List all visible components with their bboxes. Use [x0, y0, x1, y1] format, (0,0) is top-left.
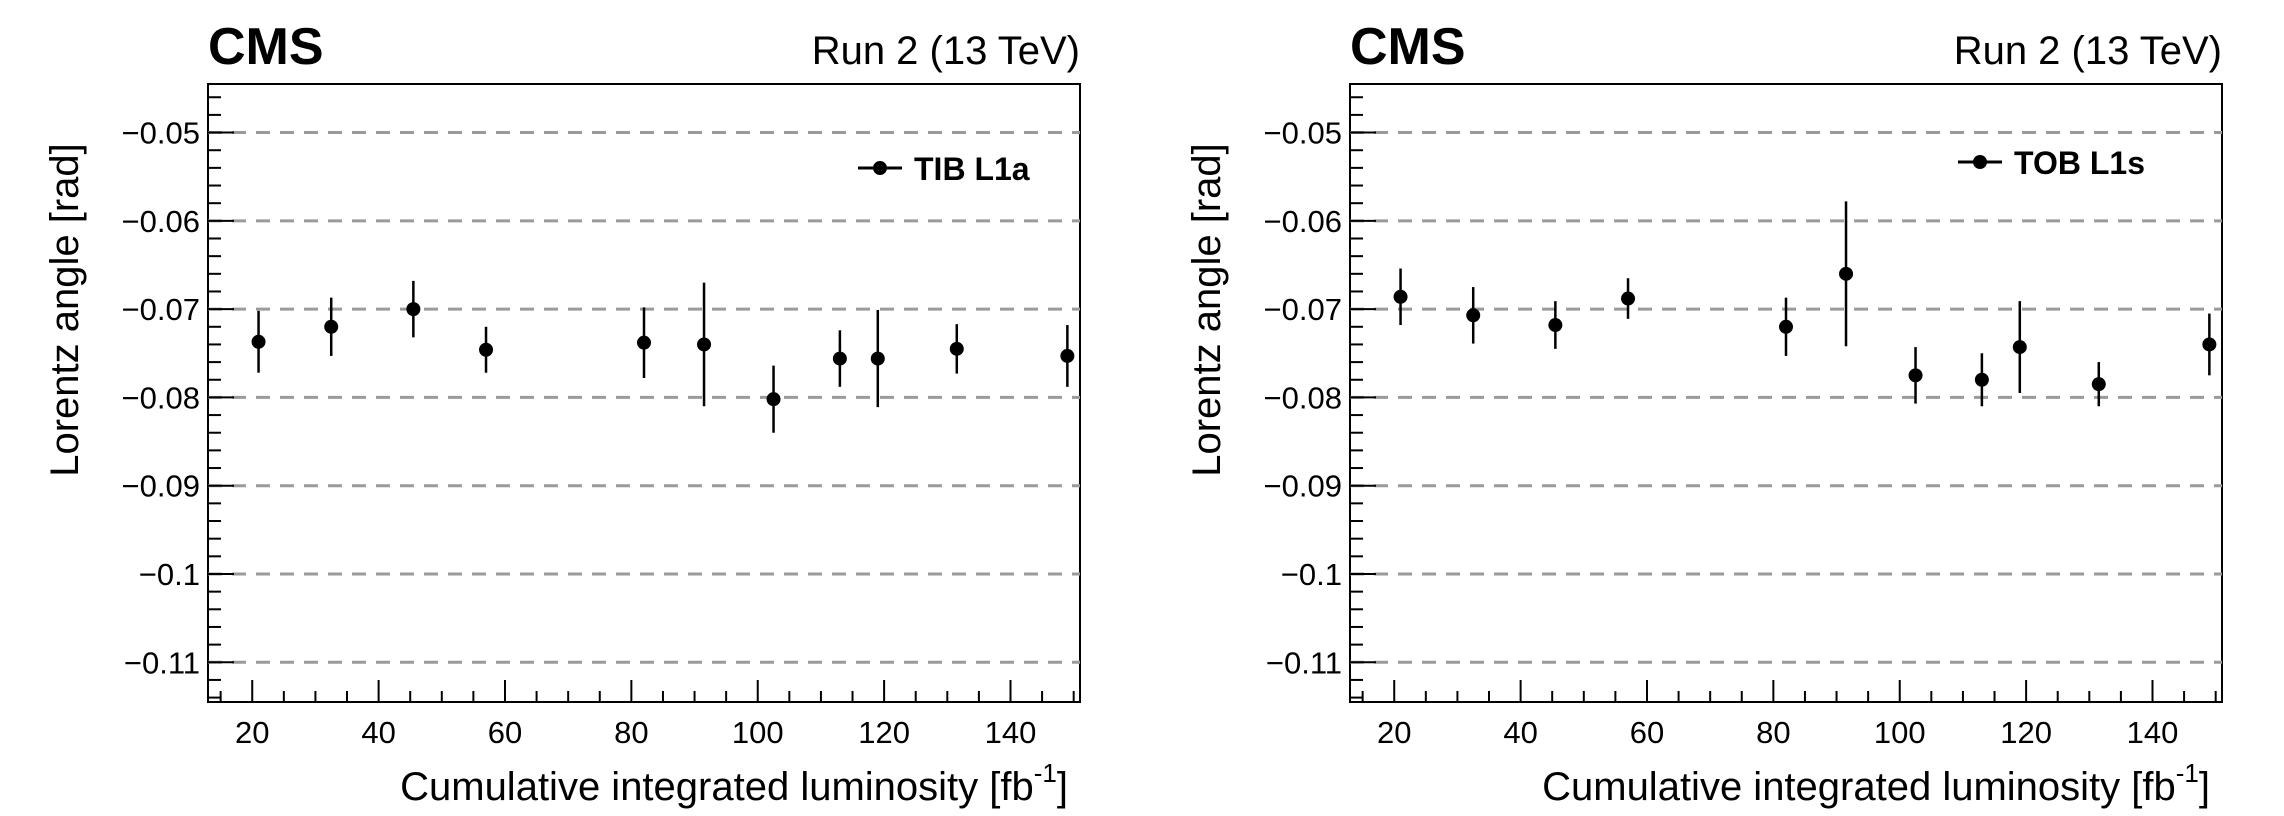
y-tick-label: −0.07 — [1264, 292, 1342, 327]
experiment-label: CMS — [208, 18, 324, 76]
data-point — [1548, 318, 1563, 333]
x-tick-label: 20 — [1377, 715, 1411, 750]
tick-layer: −0.05 −0.06 −0.07 −0.08 −0.09 −0.1 −0.11 20 40 60… — [122, 96, 1075, 750]
data-point — [832, 351, 847, 366]
data-point — [870, 351, 885, 366]
legend: TIB L1a — [858, 151, 1030, 187]
run-label: Run 2 (13 TeV) — [1954, 29, 2222, 73]
legend-marker-point — [1973, 155, 1987, 169]
data-point — [324, 319, 339, 334]
data-layer — [251, 280, 1075, 433]
data-point — [251, 334, 266, 349]
data-point — [697, 337, 712, 352]
y-tick-label: −0.11 — [1266, 645, 1342, 680]
x-axis-label: Cumulative integrated luminosity [fb-1] — [1542, 758, 2210, 809]
data-point — [406, 302, 421, 317]
data-point — [1779, 319, 1793, 334]
plot-frame — [207, 83, 1081, 703]
data-point — [1908, 368, 1923, 383]
y-tick-label: −0.11 — [124, 645, 200, 680]
x-axis-label-exponent: -1 — [1034, 758, 1057, 788]
y-tick-label: −0.1 — [1281, 557, 1342, 592]
y-tick-label: −0.06 — [1264, 204, 1342, 239]
x-tick-label: 100 — [1874, 715, 1926, 750]
x-tick-label: 140 — [985, 715, 1037, 750]
plot-frame — [1349, 83, 2223, 703]
y-tick-label: −0.08 — [1264, 380, 1342, 415]
x-tick-label: 100 — [732, 715, 784, 750]
data-point — [766, 392, 781, 407]
run-label: Run 2 (13 TeV) — [812, 29, 1080, 73]
x-axis-label-exponent: -1 — [2176, 758, 2199, 788]
tick-layer: −0.05 −0.06 −0.07 −0.08 −0.09 −0.1 −0.11 20 40 60… — [1264, 96, 2217, 750]
x-axis-label: Cumulative integrated luminosity [fb-1] — [400, 758, 1068, 809]
data-point — [2012, 340, 2027, 355]
experiment-label: CMS — [1350, 18, 1466, 76]
x-tick-label: 120 — [2000, 715, 2052, 750]
y-tick-label: −0.08 — [122, 380, 200, 415]
data-point — [949, 341, 964, 356]
data-point — [1621, 291, 1636, 306]
x-tick-label: 120 — [858, 715, 910, 750]
data-point — [1466, 308, 1481, 323]
x-tick-label: 60 — [488, 715, 522, 750]
x-tick-label: 40 — [361, 715, 395, 750]
legend: TOB L1s — [1958, 145, 2145, 181]
y-tick-label: −0.09 — [122, 469, 200, 504]
grid-layer — [208, 131, 1080, 664]
chart-panel-tob-l1s: −0.05 −0.06 −0.07 −0.08 −0.09 −0.1 −0.11 20 40 60… — [1185, 18, 2223, 809]
chart-panel-tib-l1a: −0.05 −0.06 −0.07 −0.08 −0.09 −0.1 −0.11 20 40 60… — [43, 18, 1081, 809]
legend-marker-point — [873, 161, 887, 175]
data-point — [637, 335, 651, 350]
x-tick-label: 20 — [235, 715, 269, 750]
y-tick-label: −0.05 — [1264, 116, 1342, 151]
x-tick-label: 40 — [1503, 715, 1537, 750]
y-tick-label: −0.1 — [139, 557, 200, 592]
data-layer — [1393, 201, 2217, 407]
x-tick-label: 140 — [2127, 715, 2179, 750]
data-point — [1060, 348, 1075, 363]
data-point — [2091, 377, 2106, 392]
grid-layer — [1350, 131, 2222, 664]
data-point — [2202, 337, 2217, 352]
x-tick-label: 60 — [1630, 715, 1664, 750]
data-point — [1393, 289, 1408, 304]
x-axis-label-main: Cumulative integrated luminosity [fb — [1542, 765, 2176, 809]
x-axis-label-main: Cumulative integrated luminosity [fb — [400, 765, 1034, 809]
x-tick-label: 80 — [614, 715, 648, 750]
y-axis-label: Lorentz angle [rad] — [43, 143, 87, 477]
legend-entry-tib-l1a: TIB L1a — [914, 151, 1030, 187]
y-tick-label: −0.05 — [122, 116, 200, 151]
x-tick-label: 80 — [1756, 715, 1790, 750]
data-point — [1974, 372, 1989, 387]
x-axis-label-close: ] — [1057, 765, 1068, 809]
data-point — [1839, 266, 1854, 281]
x-axis-label-close: ] — [2199, 765, 2210, 809]
y-axis-label: Lorentz angle [rad] — [1185, 143, 1229, 477]
data-point — [479, 342, 494, 357]
y-tick-label: −0.09 — [1264, 469, 1342, 504]
y-tick-label: −0.07 — [122, 292, 200, 327]
y-tick-label: −0.06 — [122, 204, 200, 239]
legend-entry-tob-l1s: TOB L1s — [2014, 145, 2145, 181]
